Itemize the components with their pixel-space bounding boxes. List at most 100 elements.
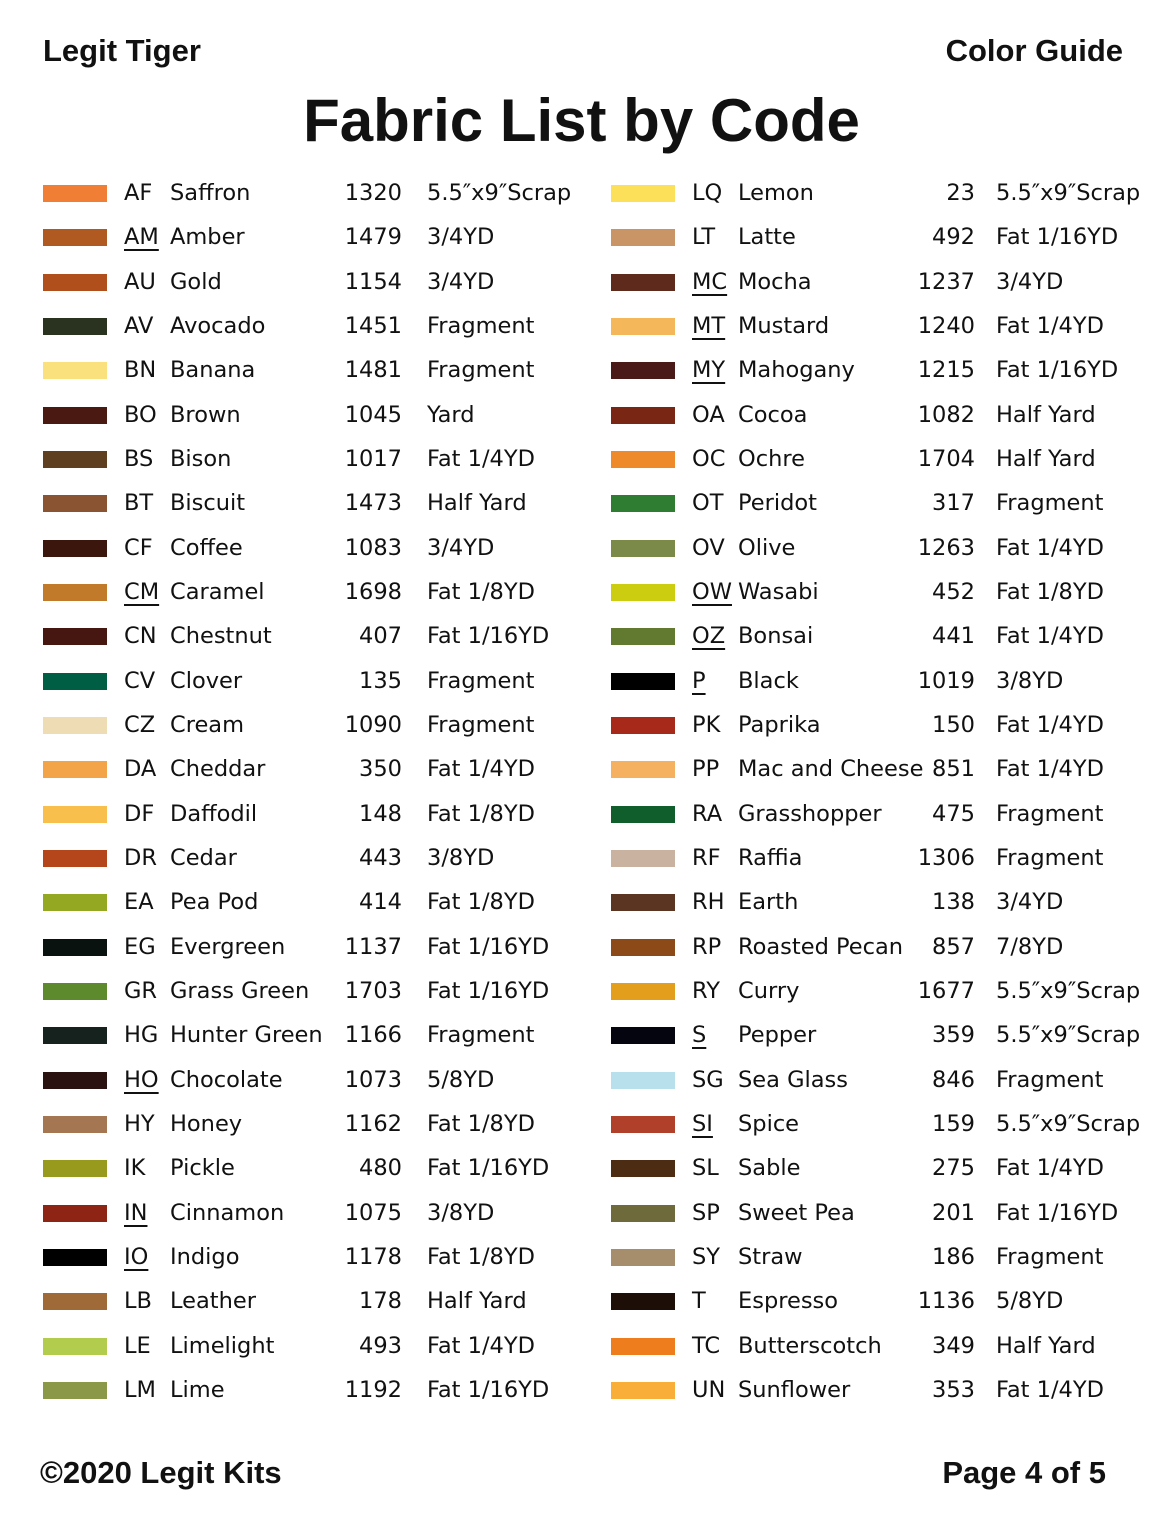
fabric-name: Mustard xyxy=(738,312,830,339)
fabric-row: DA Cheddar 350 Fat 1/4YD xyxy=(0,754,1169,784)
fabric-row: RY Curry 1677 5.5″x9″Scrap xyxy=(0,976,1169,1006)
color-swatch xyxy=(43,938,107,956)
fabric-code: CM xyxy=(124,578,160,605)
fabric-code: DA xyxy=(124,756,157,783)
fabric-row: P Black 1019 3/8YD xyxy=(0,666,1169,696)
fabric-name: Roasted Pecan xyxy=(738,933,904,960)
fabric-row: SI Spice 159 5.5″x9″Scrap xyxy=(0,1109,1169,1139)
fabric-code: RP xyxy=(692,933,722,960)
fabric-quantity: 1082 xyxy=(917,401,975,428)
fabric-name: Avocado xyxy=(170,312,266,339)
fabric-code: PP xyxy=(692,756,720,783)
fabric-name: Grasshopper xyxy=(738,800,882,827)
fabric-quantity: 1045 xyxy=(344,401,402,428)
fabric-quantity: 441 xyxy=(932,623,975,650)
color-swatch xyxy=(43,317,107,335)
fabric-size: Fragment xyxy=(996,844,1104,871)
color-swatch xyxy=(43,1248,107,1266)
fabric-size: Fragment xyxy=(996,1243,1104,1270)
fabric-row: CZ Cream 1090 Fragment xyxy=(0,710,1169,740)
fabric-size: Fragment xyxy=(427,1022,535,1049)
fabric-row: HO Chocolate 1073 5/8YD xyxy=(0,1065,1169,1095)
fabric-row: OZ Bonsai 441 Fat 1/4YD xyxy=(0,621,1169,651)
fabric-size: Half Yard xyxy=(996,445,1096,472)
fabric-size: Fat 1/16YD xyxy=(996,1199,1119,1226)
fabric-quantity: 475 xyxy=(932,800,975,827)
fabric-name: Pickle xyxy=(170,1155,235,1182)
fabric-row: RF Raffia 1306 Fragment xyxy=(0,843,1169,873)
fabric-row: CM Caramel 1698 Fat 1/8YD xyxy=(0,577,1169,607)
fabric-size: Fat 1/4YD xyxy=(996,312,1104,339)
fabric-size: 3/4YD xyxy=(427,268,495,295)
fabric-row: DR Cedar 443 3/8YD xyxy=(0,843,1169,873)
fabric-name: Cedar xyxy=(170,844,237,871)
fabric-row: OC Ochre 1704 Half Yard xyxy=(0,444,1169,474)
page-title: Fabric List by Code xyxy=(303,87,860,154)
fabric-name: Banana xyxy=(170,357,256,384)
fabric-name: Bison xyxy=(170,445,232,472)
fabric-quantity: 1306 xyxy=(917,844,975,871)
fabric-row: IO Indigo 1178 Fat 1/8YD xyxy=(0,1242,1169,1272)
fabric-size: Fat 1/8YD xyxy=(427,800,535,827)
fabric-row: OV Olive 1263 Fat 1/4YD xyxy=(0,533,1169,563)
fabric-name: Coffee xyxy=(170,534,243,561)
fabric-quantity: 349 xyxy=(932,1332,975,1359)
fabric-name: Straw xyxy=(738,1243,803,1270)
color-swatch xyxy=(43,362,107,380)
fabric-quantity: 407 xyxy=(359,623,402,650)
fabric-code: LM xyxy=(124,1376,156,1403)
fabric-code: CN xyxy=(124,623,157,650)
fabric-size: Fragment xyxy=(427,711,535,738)
color-swatch xyxy=(43,273,107,291)
color-swatch xyxy=(611,672,675,690)
color-swatch xyxy=(43,1381,107,1399)
fabric-code: RA xyxy=(692,800,723,827)
fabric-size: Fat 1/4YD xyxy=(427,445,535,472)
fabric-quantity: 138 xyxy=(932,889,975,916)
color-swatch xyxy=(611,539,675,557)
color-swatch xyxy=(43,539,107,557)
fabric-row: RA Grasshopper 475 Fragment xyxy=(0,799,1169,829)
fabric-name: Cocoa xyxy=(738,401,808,428)
fabric-quantity: 150 xyxy=(932,711,975,738)
fabric-quantity: 1178 xyxy=(344,1243,402,1270)
color-swatch xyxy=(43,1071,107,1089)
fabric-code: SL xyxy=(692,1155,719,1182)
fabric-name: Amber xyxy=(170,224,245,251)
fabric-quantity: 1215 xyxy=(917,357,975,384)
fabric-code: MY xyxy=(692,357,726,384)
fabric-row: T Espresso 1136 5/8YD xyxy=(0,1286,1169,1316)
color-swatch xyxy=(611,1115,675,1133)
fabric-code: GR xyxy=(124,977,158,1004)
color-swatch xyxy=(43,805,107,823)
fabric-code: BS xyxy=(124,445,154,472)
fabric-row: LM Lime 1192 Fat 1/16YD xyxy=(0,1375,1169,1405)
fabric-name: Butterscotch xyxy=(738,1332,882,1359)
fabric-row: IK Pickle 480 Fat 1/16YD xyxy=(0,1153,1169,1183)
fabric-name: Ochre xyxy=(738,445,805,472)
fabric-size: Fat 1/8YD xyxy=(427,889,535,916)
fabric-code: SG xyxy=(692,1066,724,1093)
fabric-name: Biscuit xyxy=(170,490,246,517)
fabric-size: Fat 1/8YD xyxy=(996,578,1104,605)
fabric-row: PK Paprika 150 Fat 1/4YD xyxy=(0,710,1169,740)
fabric-size: Fat 1/4YD xyxy=(996,711,1104,738)
fabric-size: Fat 1/16YD xyxy=(996,224,1119,251)
fabric-size: Fat 1/16YD xyxy=(427,977,550,1004)
fabric-quantity: 1162 xyxy=(344,1110,402,1137)
color-swatch xyxy=(611,1071,675,1089)
fabric-code: UN xyxy=(692,1376,726,1403)
fabric-code: AF xyxy=(124,180,153,206)
fabric-size: Fragment xyxy=(996,490,1104,517)
color-swatch xyxy=(611,1337,675,1355)
fabric-name: Clover xyxy=(170,667,243,694)
color-swatch xyxy=(43,495,107,513)
fabric-row: LB Leather 178 Half Yard xyxy=(0,1286,1169,1316)
fabric-size: 3/4YD xyxy=(996,268,1064,295)
fabric-quantity: 135 xyxy=(359,667,402,694)
fabric-name: Daffodil xyxy=(170,800,258,827)
fabric-quantity: 846 xyxy=(932,1066,975,1093)
color-swatch xyxy=(43,1115,107,1133)
fabric-name: Saffron xyxy=(170,180,251,206)
fabric-code: MT xyxy=(692,312,726,339)
